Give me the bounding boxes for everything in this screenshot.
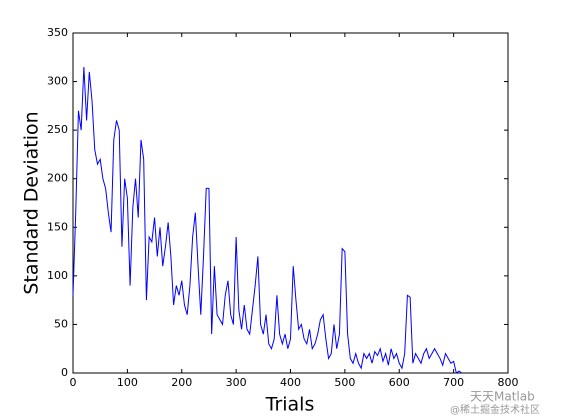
x-tick-label: 400 xyxy=(280,376,301,389)
x-tick-label: 100 xyxy=(117,376,138,389)
x-tick-label: 500 xyxy=(334,376,355,389)
x-tick-label: 600 xyxy=(389,376,410,389)
y-tick-label: 100 xyxy=(47,269,68,282)
y-tick-label: 0 xyxy=(61,366,68,379)
y-axis-label: Standard Deviation xyxy=(21,111,43,294)
y-tick-label: 50 xyxy=(54,317,68,330)
plot-area xyxy=(72,32,509,374)
x-tick-label: 300 xyxy=(226,376,247,389)
x-tick-label: 800 xyxy=(498,376,519,389)
y-tick-label: 300 xyxy=(47,75,68,88)
y-tick-label: 350 xyxy=(47,26,68,39)
watermark: 天天Matlab xyxy=(470,390,535,404)
x-axis-label: Trials xyxy=(265,394,315,416)
x-tick-label: 700 xyxy=(443,376,464,389)
y-tick-label: 200 xyxy=(47,172,68,185)
data-line xyxy=(72,66,463,374)
y-tick-label: 150 xyxy=(47,220,68,233)
x-tick-label: 200 xyxy=(171,376,192,389)
x-tick-label: 0 xyxy=(70,376,77,389)
y-tick-label: 250 xyxy=(47,123,68,136)
watermark: @稀土掘金技术社区 xyxy=(450,403,540,416)
